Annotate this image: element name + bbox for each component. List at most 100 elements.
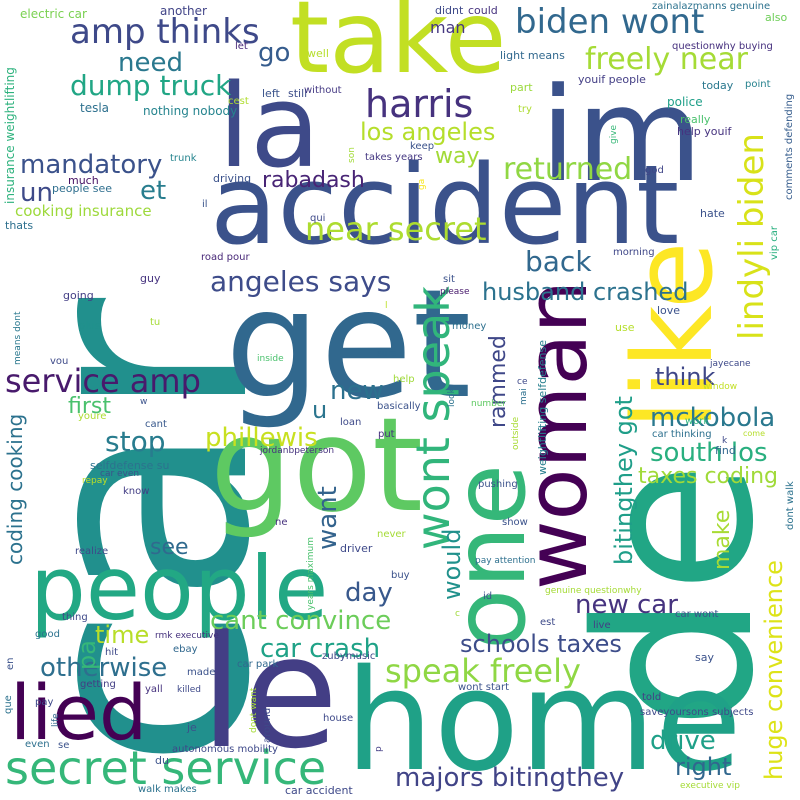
word-driving: driving	[213, 172, 252, 185]
word-freely-near: freely near	[585, 42, 748, 77]
word-taxes-coding: taxes coding	[638, 464, 778, 489]
word-service-amp: service amp	[5, 362, 201, 400]
word-los-angeles: los angeles	[360, 118, 496, 146]
word-think: think	[655, 363, 716, 391]
word-majors-bitingthey: majors bitingthey	[395, 763, 625, 793]
word-work: work	[685, 416, 710, 427]
word-try: try	[518, 104, 532, 115]
word-back: back	[525, 245, 592, 278]
word-tu: tu	[150, 317, 161, 328]
word-vip-car: vip car	[769, 226, 780, 260]
word-need: need	[118, 48, 183, 78]
word-p: p	[374, 746, 384, 752]
word-house: house	[323, 713, 354, 724]
word-use: use	[615, 321, 635, 334]
word-pushing: pushing	[478, 479, 518, 490]
word-see: see	[150, 535, 189, 560]
word-home: home	[345, 640, 742, 800]
word-la: la	[218, 60, 321, 194]
word-son: son	[347, 147, 357, 163]
word-questionwhy-buying: questionwhy buying	[672, 41, 773, 52]
word-thats: thats	[5, 219, 34, 232]
word-id: id	[483, 591, 493, 602]
word-genuine-questionwhy: genuine questionwhy	[545, 586, 642, 596]
word-weightlifting-selfdefense: weightlifting selfdefense	[536, 340, 549, 475]
word-insurance-weightlifting: insurance weightlifting	[3, 67, 17, 204]
word-much: much	[68, 174, 99, 187]
word-south-los: south los	[650, 438, 768, 468]
word-dont-want: dont want	[249, 687, 259, 733]
word-trunk: trunk	[170, 153, 197, 164]
word-help-youif: help youif	[677, 125, 732, 138]
word-people: people	[30, 537, 329, 640]
word-se: se	[58, 740, 70, 751]
word-come: come	[743, 429, 766, 438]
word-told: told	[642, 692, 662, 703]
word-take: take	[290, 0, 507, 96]
word-amp-thinks: amp thinks	[70, 12, 260, 52]
word-without: without	[304, 85, 342, 96]
word-thing: thing	[62, 612, 88, 623]
word-well: well	[307, 47, 329, 60]
word-say: say	[695, 651, 714, 664]
word-put: put	[378, 429, 395, 440]
word-window: window	[703, 382, 738, 392]
word-cest: cest	[228, 96, 249, 107]
word-loan: loan	[340, 417, 362, 428]
word-jordanbpeterson: jordanbpeterson	[260, 446, 335, 456]
word-rammed: rammed	[486, 335, 511, 428]
word-harris: harris	[365, 82, 474, 126]
word-executive-vip: executive vip	[680, 781, 740, 791]
word-plus: plus	[78, 319, 101, 332]
word-number: number	[471, 399, 507, 409]
word-car-park: car park	[237, 659, 279, 670]
word-huge-convenience: huge convenience	[760, 560, 788, 780]
word-right: right	[675, 753, 732, 781]
word-wont-speak: wont speak	[406, 286, 460, 550]
word-didnt: didnt	[435, 4, 464, 17]
word-cooking-insurance: cooking insurance	[15, 202, 152, 220]
word-man: man	[430, 18, 466, 37]
word-road-pour: road pour	[201, 252, 250, 263]
word-speak-freely: speak freely	[385, 652, 581, 690]
word-outside: outside	[511, 416, 521, 450]
word-keep: keep	[410, 141, 435, 152]
word-tesla: tesla	[80, 101, 110, 115]
word-car-even: car even	[100, 469, 140, 479]
word-car-thinking: car thinking	[652, 429, 712, 440]
word-point: point	[745, 79, 771, 90]
word-people-see: people see	[52, 182, 113, 195]
word-en: en	[5, 657, 16, 671]
word-walk-makes: walk makes	[138, 784, 197, 795]
word-never: never	[377, 529, 406, 540]
word-autonomous-mobility: autonomous mobility	[172, 744, 278, 755]
word-driver: driver	[340, 542, 373, 555]
word-yall: yall	[145, 684, 163, 695]
word-zubymusic: zubymusic	[322, 651, 376, 662]
word-hate: hate	[700, 207, 725, 220]
word-hit: hit	[105, 647, 119, 658]
word-est: est	[540, 617, 556, 628]
word-morning: morning	[613, 247, 655, 258]
word-k: k	[722, 436, 728, 446]
word-first: first	[68, 394, 111, 419]
word-life: life	[51, 713, 61, 727]
word-drive: drive	[650, 726, 716, 756]
word-made: made	[187, 667, 216, 678]
word-selfdefense-su: selfdefense su	[90, 459, 170, 472]
word-mandatory: mandatory	[20, 150, 163, 180]
word-ga: ga	[417, 178, 427, 190]
word-pay-attention: pay attention	[475, 556, 536, 566]
word-sure: sure	[377, 349, 397, 359]
word-good: good	[35, 629, 60, 640]
word-light-means: light means	[500, 49, 565, 62]
word-inside: inside	[257, 354, 284, 364]
word-schools-taxes: schools taxes	[460, 630, 622, 658]
word-dump-truck: dump truck	[70, 69, 232, 102]
word-time: time	[95, 621, 150, 649]
word-secret-service: secret service	[5, 741, 327, 795]
word-let: let	[235, 41, 248, 52]
word-guy: guy	[140, 272, 161, 285]
word-mai: mai	[519, 388, 529, 405]
